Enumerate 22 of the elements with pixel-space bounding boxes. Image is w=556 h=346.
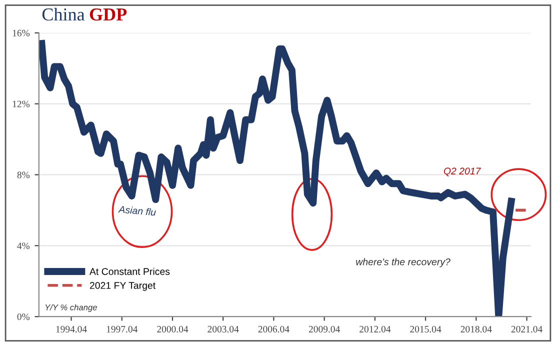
legend-label: At Constant Prices xyxy=(89,268,170,275)
y-tick-label: 0% xyxy=(17,314,30,320)
y-tick-label: 8% xyxy=(17,172,30,178)
annotation: where's the recovery? xyxy=(356,258,450,268)
x-tick-label: 2003.04 xyxy=(208,326,239,332)
annotation: Y/Y % change xyxy=(45,304,97,312)
x-tick-label: 1997.04 xyxy=(106,326,138,332)
x-tick-label: 2012.04 xyxy=(360,326,391,332)
y-tick-label: 12% xyxy=(12,100,30,108)
annotation: Asian flu xyxy=(118,205,156,216)
legend-label: 2021 FY Target xyxy=(90,282,156,291)
x-tick-label: 2021.04 xyxy=(511,326,542,332)
y-tick-label: 4% xyxy=(17,242,30,250)
x-tick-label: 2018.04 xyxy=(460,326,492,332)
chart-title: China GDP xyxy=(42,8,127,21)
x-tick-label: 1994.04 xyxy=(56,326,87,332)
annotation: Q2 2017 xyxy=(444,168,482,176)
x-tick-label: 2000.04 xyxy=(157,326,188,332)
x-tick-label: 2009.04 xyxy=(308,326,340,332)
x-tick-label: 2015.04 xyxy=(410,326,442,332)
x-tick-label: 2006.04 xyxy=(258,326,290,332)
y-tick-label: 16% xyxy=(12,30,30,36)
